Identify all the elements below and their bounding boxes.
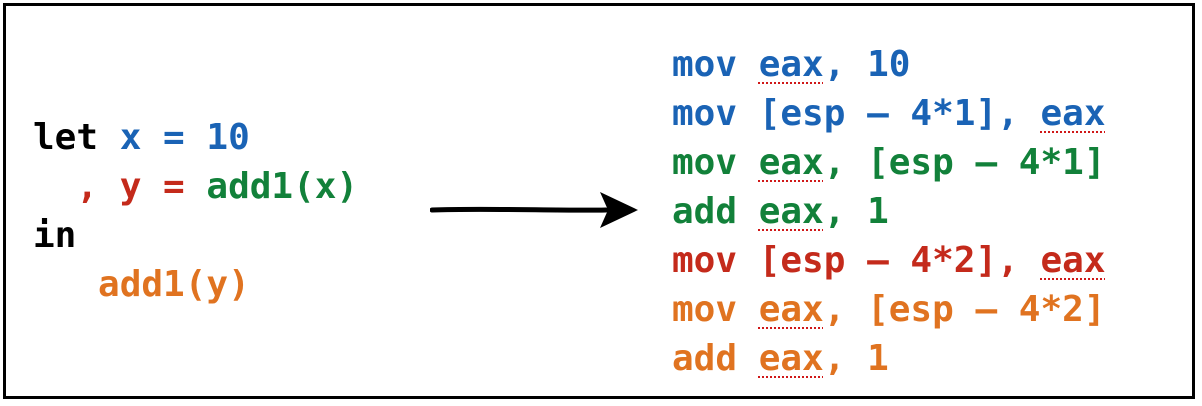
code-token: mov [esp – 4*2], [672, 240, 1041, 281]
assembly-code-line: mov eax, [esp – 4*1] [672, 138, 1106, 187]
register-token: eax [758, 191, 824, 232]
assembly-code-block: mov eax, 10 mov [esp – 4*1], eax mov eax, … [672, 40, 1106, 383]
register-token: eax [758, 289, 824, 330]
code-token: x = 10 [119, 117, 250, 158]
assembly-code-line: add eax, 1 [672, 187, 1106, 236]
assembly-code-line: mov eax, [esp – 4*2] [672, 285, 1106, 334]
code-token: , [esp – 4*2] [823, 289, 1106, 330]
code-token: mov [672, 142, 759, 183]
source-code-line: , y = add1(x) [33, 162, 358, 211]
code-token: mov [esp – 4*1], [672, 93, 1041, 134]
diagram-frame: let x = 10 , y = add1(x) in add1(y) mov e… [3, 3, 1195, 399]
code-token: , 1 [823, 338, 889, 379]
code-token: add [672, 338, 759, 379]
code-token: mov [672, 289, 759, 330]
register-token: eax [758, 338, 824, 379]
code-token: let [33, 117, 120, 158]
register-token: eax [758, 44, 824, 85]
code-token: , 1 [823, 191, 889, 232]
compile-arrow-icon [430, 192, 638, 228]
register-token: eax [1040, 240, 1106, 281]
code-token: add [672, 191, 759, 232]
register-token: eax [758, 142, 824, 183]
source-code-line: let x = 10 [33, 113, 358, 162]
source-code-line: add1(y) [33, 260, 358, 309]
source-code-line: in [33, 211, 358, 260]
assembly-code-line: mov [esp – 4*1], eax [672, 89, 1106, 138]
source-code-block: let x = 10 , y = add1(x) in add1(y) [33, 113, 358, 309]
code-token: mov [672, 44, 759, 85]
assembly-code-line: mov eax, 10 [672, 40, 1106, 89]
code-token: add1(y) [33, 264, 250, 305]
assembly-code-line: mov [esp – 4*2], eax [672, 236, 1106, 285]
code-token: add1(x) [206, 166, 359, 207]
register-token: eax [1040, 93, 1106, 134]
code-token: , y = [33, 166, 207, 207]
code-token: , 10 [823, 44, 911, 85]
code-token: , [esp – 4*1] [823, 142, 1106, 183]
assembly-code-line: add eax, 1 [672, 334, 1106, 383]
code-token: in [33, 215, 77, 256]
